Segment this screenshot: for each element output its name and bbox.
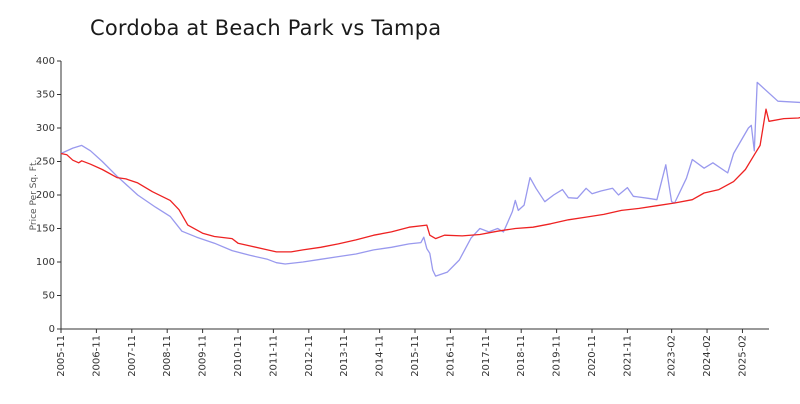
- x-tick-label: 2025-02: [737, 335, 748, 377]
- y-axis: 0 50 100 150 200 250 300 350 400: [36, 56, 62, 335]
- x-tick-label: 2009-11: [198, 335, 209, 377]
- y-axis-label: Price Per Sq. Ft.: [29, 160, 39, 231]
- x-tick-label: 2018-11: [516, 335, 527, 377]
- x-tick-label: 2008-11: [162, 335, 173, 377]
- series-line-1: [60, 81, 800, 277]
- x-tick-label: 2019-11: [552, 335, 563, 377]
- y-tick-label: 250: [36, 157, 55, 168]
- chart-title: Cordoba at Beach Park vs Tampa: [90, 16, 442, 40]
- series-layer: [60, 81, 800, 277]
- y-tick-label: 300: [36, 123, 55, 134]
- x-tick-label: 2015-11: [410, 335, 421, 377]
- y-tick-label: 100: [36, 257, 55, 268]
- x-tick-label: 2023-02: [667, 335, 678, 377]
- x-axis: 2005-11 2006-11 2007-11 2008-11 2009-11 2010-…: [56, 328, 769, 377]
- y-tick-label: 400: [36, 56, 55, 67]
- x-tick-label: 2016-11: [445, 335, 456, 377]
- y-tick-label: 350: [36, 90, 55, 101]
- x-tick-label: 2017-11: [481, 335, 492, 377]
- x-tick-label: 2024-02: [702, 335, 713, 377]
- x-tick-label: 2010-11: [233, 335, 244, 377]
- y-tick-label: 150: [36, 224, 55, 235]
- x-tick-label: 2012-11: [304, 335, 315, 377]
- y-tick-label: 200: [36, 190, 55, 201]
- x-tick-label: 2011-11: [268, 335, 279, 377]
- x-tick-label: 2021-11: [622, 335, 633, 377]
- x-tick-label: 2020-11: [587, 335, 598, 377]
- x-tick-label: 2006-11: [91, 335, 102, 377]
- x-tick-label: 2013-11: [339, 335, 350, 377]
- x-tick-label: 2007-11: [127, 335, 138, 377]
- x-tick-label: 2014-11: [375, 335, 386, 377]
- y-tick-label: 0: [49, 324, 55, 335]
- series-line-2: [60, 108, 800, 253]
- y-tick-label: 50: [42, 291, 55, 302]
- x-tick-label: 2005-11: [56, 335, 67, 377]
